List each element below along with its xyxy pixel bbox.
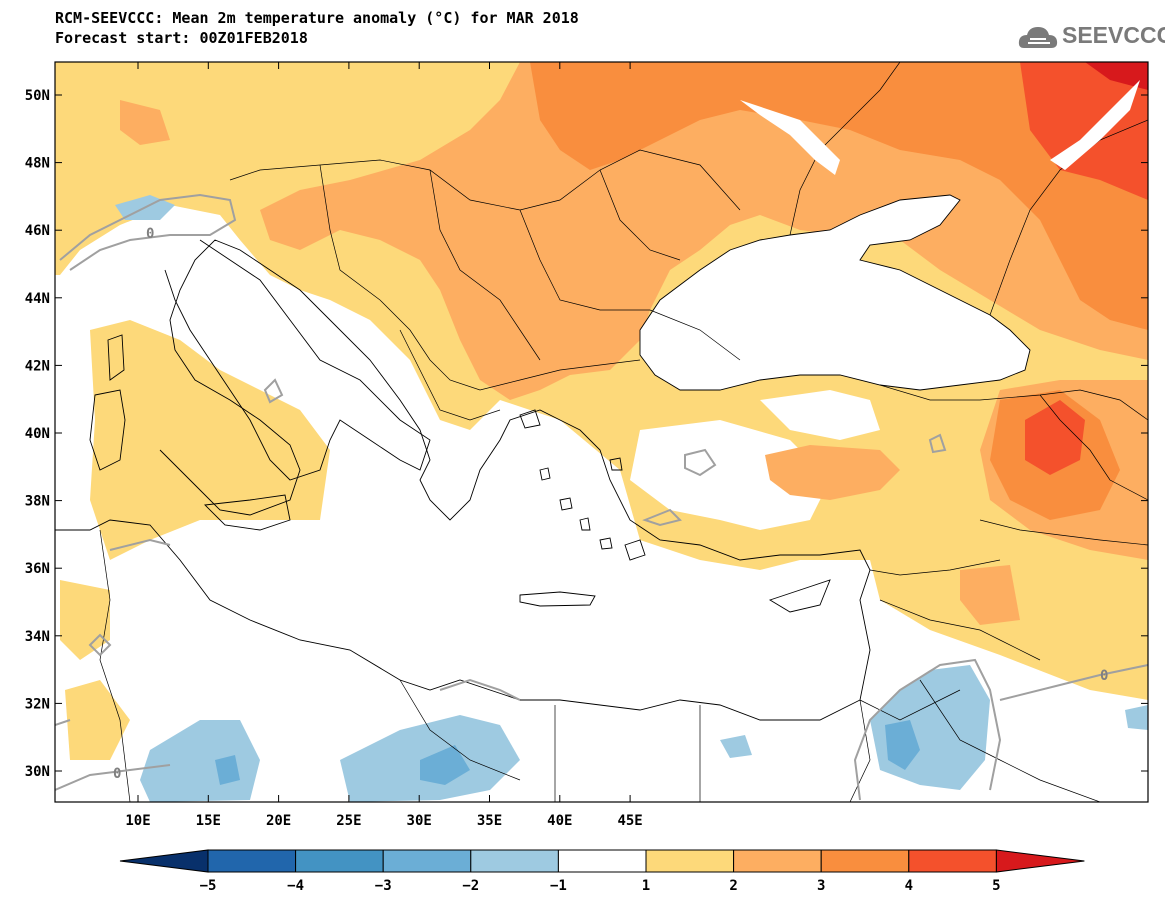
colorbar-label: −2 xyxy=(462,878,479,894)
anomaly-2-3-region xyxy=(120,100,170,145)
colorbar-label: 4 xyxy=(905,878,913,894)
colorbar-segment xyxy=(295,849,384,873)
anomaly-1-2-region xyxy=(90,320,330,560)
colorbar-label: 3 xyxy=(817,878,825,894)
colorbar-label: −4 xyxy=(287,878,304,894)
latitude-label: 40N xyxy=(25,426,50,442)
colorbar-segment xyxy=(645,849,735,873)
latitude-label: 36N xyxy=(25,561,50,577)
colorbar: −5 −4 −3 −2 −1 1 2 3 4 5 xyxy=(119,849,1085,894)
lake xyxy=(740,100,840,175)
longitude-label: 15E xyxy=(196,813,221,829)
latitude-label: 38N xyxy=(25,494,50,510)
longitude-label: 30E xyxy=(407,813,432,829)
title-block: RCM-SEEVCCC: Mean 2m temperature anomaly… xyxy=(55,8,579,48)
latitude-label: 34N xyxy=(25,629,50,645)
longitude-label: 25E xyxy=(336,813,361,829)
map-title: RCM-SEEVCCC: Mean 2m temperature anomaly… xyxy=(55,9,579,27)
latitude-label: 42N xyxy=(25,358,50,374)
latitude-label: 46N xyxy=(25,223,50,239)
contour-label: 0 xyxy=(1100,668,1108,684)
colorbar-segment xyxy=(733,849,822,873)
colorbar-segment xyxy=(470,849,559,873)
anomaly-2-3-region xyxy=(765,445,900,500)
corsica-coast xyxy=(107,334,125,381)
cyprus-coast xyxy=(768,579,831,613)
anomaly-3-4-region xyxy=(530,62,1148,330)
longitude-label: 10E xyxy=(125,813,150,829)
longitude-label: 35E xyxy=(477,813,502,829)
black-sea-coast xyxy=(639,194,1031,391)
longitude-label: 40E xyxy=(547,813,572,829)
crete-coast xyxy=(519,591,596,607)
aegean-islands xyxy=(519,409,646,561)
logo-text: SEEVCCC xyxy=(1062,22,1165,48)
contour-label: 0 xyxy=(146,226,154,242)
colorbar-segment xyxy=(207,849,297,873)
anomaly-4-5-region xyxy=(1020,62,1148,200)
anomaly-4-5-region xyxy=(1025,400,1085,475)
colorbar-label: −5 xyxy=(200,878,217,894)
zero-contours xyxy=(55,193,1148,801)
anomaly-1-2-region xyxy=(65,680,130,760)
anomaly-4-5-region xyxy=(1085,62,1148,90)
anomaly-2-3-region xyxy=(960,565,1020,625)
latitude-label: 30N xyxy=(25,764,50,780)
latitude-label: 32N xyxy=(25,696,50,712)
italy-coast xyxy=(164,239,431,481)
colorbar-label: 5 xyxy=(992,878,1000,894)
coastlines xyxy=(55,62,1148,802)
forecast-start: Forecast start: 00Z01FEB2018 xyxy=(55,29,308,47)
colorbar-label: −3 xyxy=(375,878,392,894)
colorbar-segment xyxy=(820,849,910,873)
colorbar-left-arrow xyxy=(119,849,209,873)
latitude-label: 48N xyxy=(25,156,50,172)
cloud-icon xyxy=(1018,27,1058,48)
national-borders xyxy=(99,62,1148,802)
colorbar-segment xyxy=(557,849,647,873)
colorbar-label: 1 xyxy=(642,878,650,894)
anomaly-1-2-region xyxy=(60,580,110,660)
longitude-label: 45E xyxy=(617,813,642,829)
map-frame xyxy=(54,61,1149,803)
lake xyxy=(1050,80,1140,170)
colorbar-right-arrow xyxy=(995,849,1085,873)
sardinia-coast xyxy=(89,389,126,471)
contour-label: 0 xyxy=(113,766,121,782)
anomaly-very-negative-region xyxy=(885,720,920,770)
colorbar-segment xyxy=(908,849,997,873)
latitude-axis: 50N 48N 46N 44N 42N 40N 38N 36N 34N 32N 30N xyxy=(25,88,1148,780)
contour-labels: 0 0 0 0 xyxy=(113,226,1108,782)
latitude-label: 44N xyxy=(25,291,50,307)
anomaly-very-negative-region xyxy=(420,745,470,785)
colorbar-segment xyxy=(382,849,472,873)
anomaly-negative-region xyxy=(1125,705,1148,730)
colorbar-label: 2 xyxy=(729,878,737,894)
colorbar-label: −1 xyxy=(550,878,567,894)
anomaly-negative-region xyxy=(720,735,752,758)
latitude-label: 50N xyxy=(25,88,50,104)
anomaly-very-negative-region xyxy=(215,755,240,785)
sicily-coast xyxy=(204,494,291,531)
longitude-axis: 10E 15E 20E 25E 30E 35E 40E 45E xyxy=(125,62,643,829)
longitude-label: 20E xyxy=(266,813,291,829)
